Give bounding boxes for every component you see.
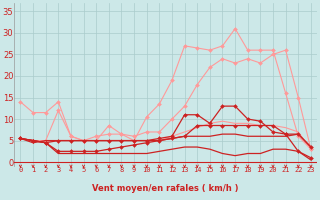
X-axis label: Vent moyen/en rafales ( km/h ): Vent moyen/en rafales ( km/h ) [92, 184, 239, 193]
